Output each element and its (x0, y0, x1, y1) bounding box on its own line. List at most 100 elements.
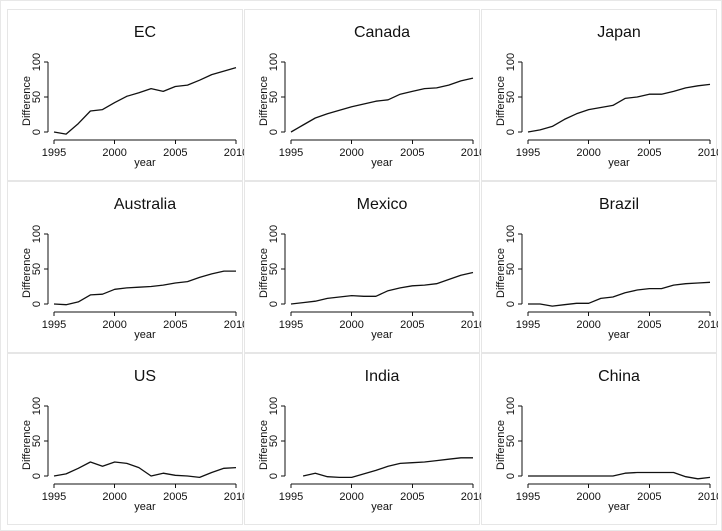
y-tick-label: 50 (505, 263, 517, 275)
y-tick-label: 0 (31, 473, 43, 479)
y-tick-label: 100 (268, 225, 280, 243)
y-axis-label: Difference (21, 248, 33, 298)
y-tick-label: 50 (268, 263, 280, 275)
y-axis-label: Difference (258, 248, 270, 298)
x-axis-label: year (608, 329, 630, 341)
series-line (528, 471, 711, 480)
chart-title: Brazil (599, 196, 639, 213)
series-line (53, 461, 237, 479)
x-axis-label: year (134, 157, 156, 169)
y-tick-label: 50 (31, 263, 43, 275)
chart-title: India (365, 368, 400, 385)
x-axis-label: year (371, 157, 393, 169)
x-tick-label: 2000 (576, 491, 600, 503)
x-tick-label: 2005 (637, 491, 661, 503)
x-axis-label: year (608, 157, 630, 169)
x-tick-label: 1995 (42, 147, 66, 159)
x-tick-label: 2005 (400, 491, 424, 503)
y-axis-label: Difference (21, 76, 33, 126)
chart-svg: India 0 50 100 Difference 1995 2000 2005 2010 yea… (258, 368, 481, 513)
y-tick-label: 50 (268, 91, 280, 103)
x-tick-label: 2000 (102, 147, 126, 159)
chart-svg: US 0 50 100 Difference 1995 2000 2005 2010 year (21, 368, 244, 513)
y-axis-label: Difference (258, 76, 270, 126)
series-line (53, 270, 236, 306)
chart-svg: Australia 0 50 100 Difference 1995 2000 2005 201… (21, 196, 244, 341)
x-tick-label: 1995 (516, 147, 540, 159)
series-line (528, 281, 711, 307)
chart-panel-brazil: Brazil 0 50 100 Difference 1995 2000 2005 2010 ye… (481, 181, 718, 353)
x-tick-label: 2005 (163, 147, 187, 159)
y-tick-label: 100 (505, 53, 517, 71)
y-axis-label: Difference (495, 420, 507, 470)
y-tick-label: 100 (31, 53, 43, 71)
x-tick-label: 1995 (279, 147, 303, 159)
y-axis-label: Difference (258, 420, 270, 470)
x-tick-label: 2010 (698, 147, 718, 159)
y-tick-label: 50 (268, 435, 280, 447)
chart-panel-australia: Australia 0 50 100 Difference 1995 2000 2005 201… (7, 181, 244, 353)
chart-panel-mexico: Mexico 0 50 100 Difference 1995 2000 2005 2010 ye… (244, 181, 481, 353)
x-axis-label: year (134, 329, 156, 341)
chart-svg: Brazil 0 50 100 Difference 1995 2000 2005 2010 ye… (495, 196, 718, 341)
y-tick-label: 100 (31, 225, 43, 243)
series-line (302, 457, 473, 479)
x-tick-label: 2005 (637, 147, 661, 159)
x-axis-label: year (134, 501, 156, 513)
chart-panel-canada: Canada 0 50 100 Difference 1995 2000 2005 2010 ye… (244, 9, 481, 181)
x-tick-label: 2010 (224, 491, 244, 503)
chart-svg: EC 0 50 100 Difference 1995 2000 2005 2010 year (21, 24, 244, 169)
chart-panel-china: China 0 50 100 Difference 1995 2000 2005 2010 yea… (481, 353, 718, 525)
x-axis-label: year (608, 501, 630, 513)
y-tick-label: 0 (268, 301, 280, 307)
x-axis-label: year (371, 329, 393, 341)
x-tick-label: 2005 (400, 319, 424, 331)
y-tick-label: 0 (31, 301, 43, 307)
x-tick-label: 2010 (224, 147, 244, 159)
x-tick-label: 2005 (163, 491, 187, 503)
x-tick-label: 2010 (461, 147, 481, 159)
x-axis-label: year (371, 501, 393, 513)
chart-title: Mexico (357, 196, 408, 213)
y-axis-label: Difference (495, 76, 507, 126)
x-tick-label: 1995 (516, 491, 540, 503)
x-tick-label: 2000 (339, 147, 363, 159)
x-tick-label: 2005 (637, 319, 661, 331)
x-tick-label: 1995 (42, 491, 66, 503)
x-tick-label: 1995 (279, 319, 303, 331)
y-tick-label: 0 (268, 473, 280, 479)
chart-panel-us: US 0 50 100 Difference 1995 2000 2005 2010 year (7, 353, 244, 525)
chart-svg: Canada 0 50 100 Difference 1995 2000 2005 2010 ye… (258, 24, 481, 169)
x-tick-label: 2010 (224, 319, 244, 331)
x-tick-label: 2000 (576, 319, 600, 331)
y-tick-label: 100 (505, 225, 517, 243)
x-tick-label: 1995 (516, 319, 540, 331)
x-tick-label: 2010 (461, 319, 481, 331)
small-multiples-grid: EC050100Difference1995200020052010yearCa… (7, 9, 718, 525)
x-tick-label: 2000 (339, 491, 363, 503)
x-tick-label: 2000 (102, 491, 126, 503)
chart-svg: China 0 50 100 Difference 1995 2000 2005 2010 yea… (495, 368, 718, 513)
x-tick-label: 2010 (698, 319, 718, 331)
chart-panel-india: India 0 50 100 Difference 1995 2000 2005 2010 yea… (244, 353, 481, 525)
x-tick-label: 2010 (461, 491, 481, 503)
series-line (527, 83, 711, 133)
y-tick-label: 50 (505, 435, 517, 447)
chart-svg: Japan 0 50 100 Difference 1995 2000 2005 2010 yea… (495, 24, 718, 169)
chart-svg: Mexico 0 50 100 Difference 1995 2000 2005 2010 ye… (258, 196, 481, 341)
x-tick-label: 1995 (279, 491, 303, 503)
y-tick-label: 100 (268, 397, 280, 415)
series-line (53, 66, 237, 135)
x-tick-label: 2000 (102, 319, 126, 331)
chart-panel-ec: EC 0 50 100 Difference 1995 2000 2005 2010 year (7, 9, 244, 181)
y-tick-label: 100 (505, 397, 517, 415)
chart-title: US (134, 368, 156, 385)
chart-title: Australia (114, 196, 176, 213)
y-tick-label: 0 (505, 473, 517, 479)
y-tick-label: 0 (268, 129, 280, 135)
y-tick-label: 0 (31, 129, 43, 135)
y-tick-label: 0 (505, 129, 517, 135)
y-tick-label: 100 (31, 397, 43, 415)
y-tick-label: 0 (505, 301, 517, 307)
x-tick-label: 2005 (163, 319, 187, 331)
